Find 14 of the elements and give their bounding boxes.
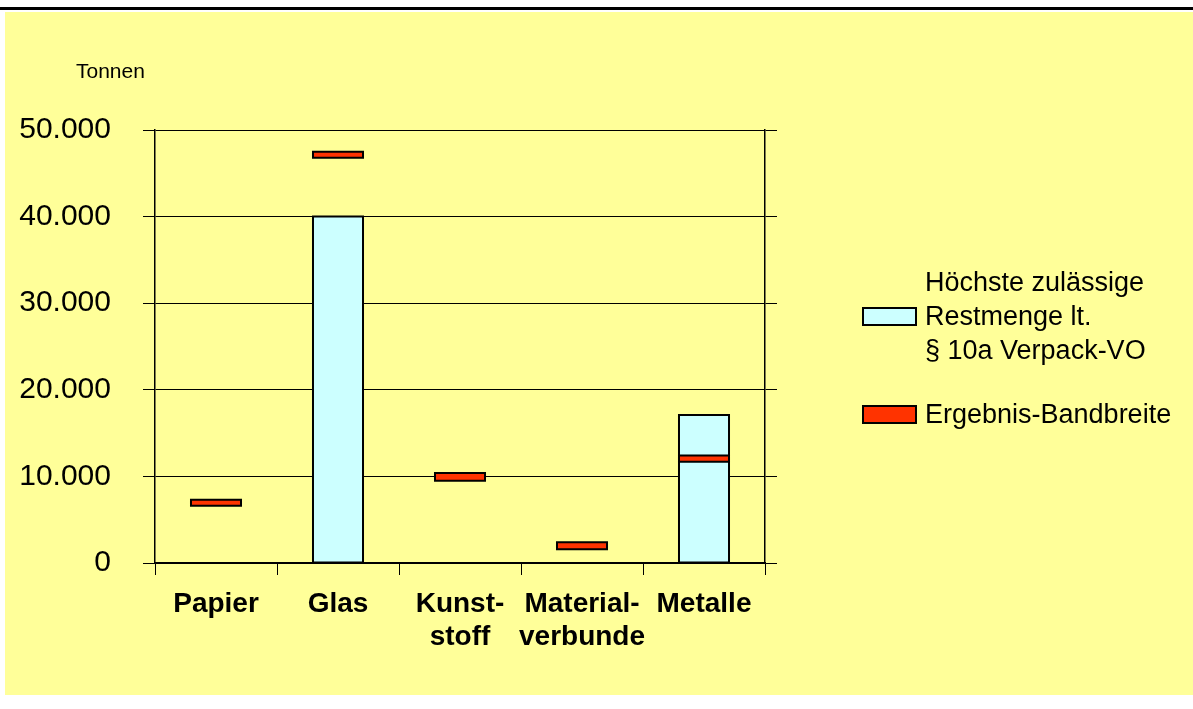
- x-tick-label: Papier: [173, 587, 259, 619]
- y-tick-label: 10.000: [19, 457, 111, 491]
- x-tick-label: Metalle: [656, 587, 752, 619]
- y-tick-label: 50.000: [19, 111, 111, 145]
- y-axis-title: Tonnen: [76, 59, 145, 83]
- y-tick-label: 20.000: [19, 371, 111, 405]
- x-tick-label: Kunst- stoff: [415, 587, 505, 652]
- y-tick-label: 0: [94, 544, 111, 578]
- y-tick-label: 30.000: [19, 284, 111, 318]
- legend-label: Höchste zulässige Restmenge lt. § 10a Verpack-VO: [925, 266, 1146, 367]
- x-tick-label: Glas: [307, 587, 369, 619]
- x-tick-label: Material- verbunde: [518, 587, 646, 652]
- legend-label: Ergebnis-Bandbreite: [925, 398, 1172, 431]
- y-tick-label: 40.000: [19, 197, 111, 231]
